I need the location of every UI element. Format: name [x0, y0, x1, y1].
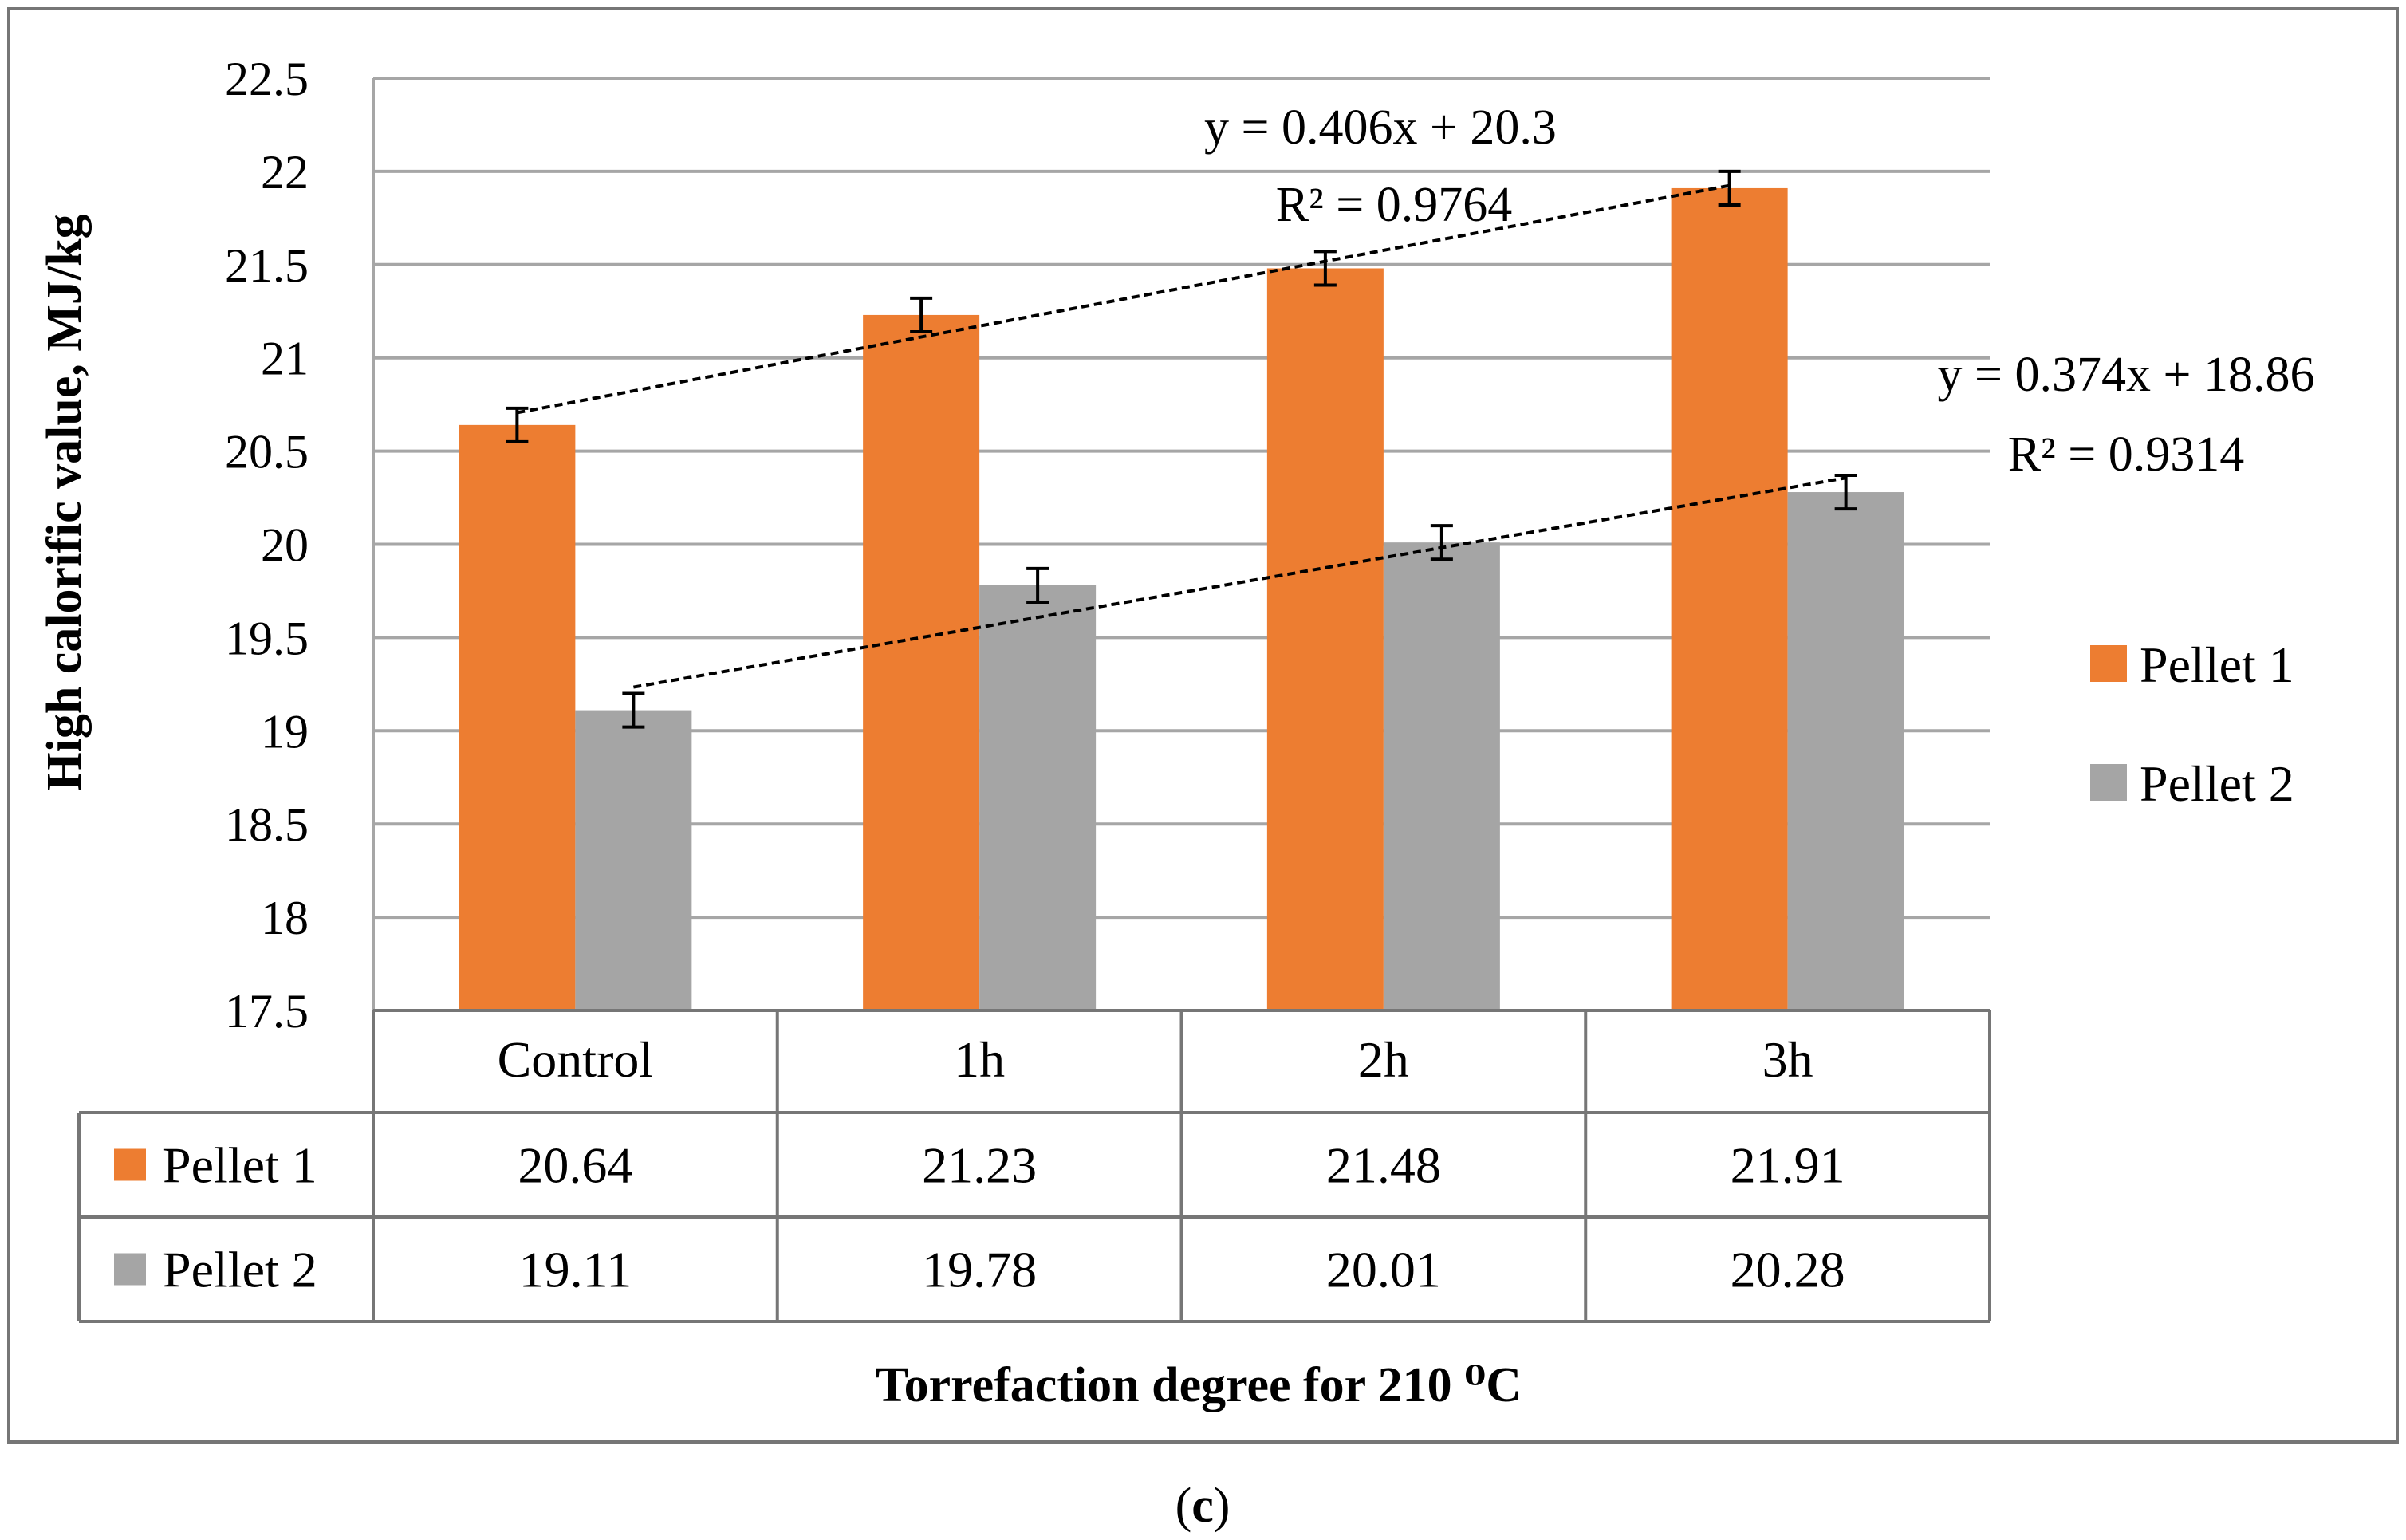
bar-pellet-1 — [459, 424, 576, 1010]
table-value: 21.23 — [922, 1137, 1037, 1194]
bars — [459, 187, 1904, 1010]
bar-pellet-2 — [1383, 542, 1500, 1010]
y-tick-label: 22.5 — [225, 53, 309, 105]
data-table: Control 1h 2h 3h Pellet 1 20.64 21.23 21.48 21.9… — [77, 1009, 1991, 1323]
table-value: 20.01 — [1326, 1242, 1441, 1298]
y-tick-label: 19 — [261, 705, 309, 758]
legend: Pellet 1 Pellet 2 — [2090, 636, 2294, 812]
legend-label: Pellet 2 — [2140, 755, 2294, 812]
table-value: 19.78 — [922, 1242, 1037, 1298]
y-tick-label: 18.5 — [225, 798, 309, 851]
category-label: Control — [498, 1031, 654, 1088]
bar-pellet-1 — [1671, 187, 1788, 1010]
table-value: 20.64 — [518, 1137, 632, 1194]
bar-pellet-2 — [979, 585, 1097, 1010]
legend-swatch — [2090, 645, 2127, 682]
bar-pellet-1 — [863, 314, 980, 1010]
trendline-equation: y = 0.406x + 20.3 — [1204, 100, 1557, 155]
bar-pellet-2 — [575, 710, 692, 1010]
table-value: 19.11 — [519, 1242, 632, 1298]
y-tick-label: 21 — [261, 333, 309, 385]
x-axis-label: Torrefaction degree for 210 ⁰C — [876, 1358, 1522, 1412]
table-row-label: Pellet 2 — [163, 1242, 317, 1298]
trendline-r2: R² = 0.9764 — [1276, 178, 1512, 232]
y-tick-label: 22 — [261, 146, 309, 199]
table-legend-key — [114, 1253, 146, 1286]
bar-pellet-2 — [1787, 492, 1904, 1010]
table-value: 21.91 — [1731, 1137, 1845, 1194]
error-bars — [506, 169, 1857, 729]
table-row-label: Pellet 1 — [163, 1137, 317, 1194]
chart-border — [7, 7, 2399, 1444]
category-label: 3h — [1762, 1031, 1813, 1088]
legend-swatch — [2090, 764, 2127, 801]
table-legend-key — [114, 1148, 146, 1181]
category-label: 1h — [954, 1031, 1005, 1088]
legend-label: Pellet 1 — [2140, 636, 2294, 693]
figure-caption: (c) — [1175, 1479, 1231, 1533]
bar-pellet-1 — [1266, 268, 1384, 1010]
y-tick-label: 18 — [261, 892, 309, 944]
trendline-equation: y = 0.374x + 18.86 — [1938, 348, 2315, 402]
y-tick-label: 17.5 — [225, 985, 309, 1038]
y-tick-label: 21.5 — [225, 239, 309, 292]
table-value: 20.28 — [1731, 1242, 1845, 1298]
y-tick-label: 20 — [261, 519, 309, 572]
category-label: 2h — [1358, 1031, 1409, 1088]
trendline — [633, 476, 1846, 689]
trendline-r2: R² = 0.9314 — [2008, 427, 2244, 482]
y-tick-label: 20.5 — [225, 426, 309, 479]
trendline — [517, 183, 1730, 415]
table-value: 21.48 — [1326, 1137, 1441, 1194]
y-axis-ticks: 17.5 18 18.5 19 19.5 20 20.5 21 21.5 22 22.5 — [225, 53, 309, 1038]
y-tick-label: 19.5 — [225, 612, 309, 664]
y-axis-label: High calorific value, MJ/kg — [37, 214, 92, 790]
trendlines: y = 0.406x + 20.3 R² = 0.9764 y = 0.374x +… — [517, 100, 2315, 689]
